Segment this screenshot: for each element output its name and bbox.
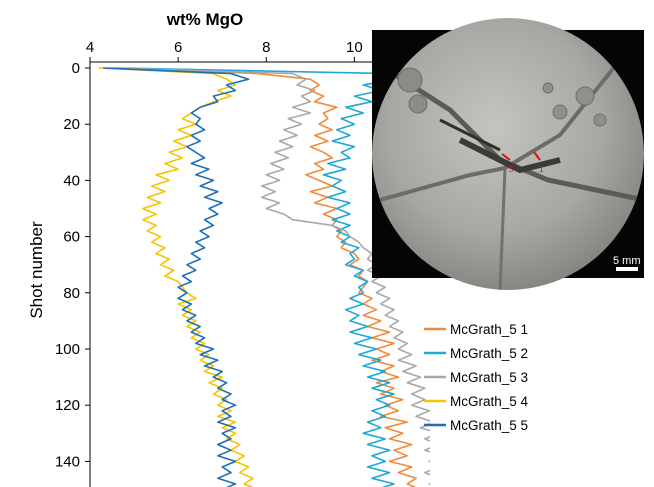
series-line-3 xyxy=(107,67,430,486)
y-tick-label: 40 xyxy=(63,172,80,189)
laser-marker-arrow xyxy=(533,151,541,161)
y-tick-label: 60 xyxy=(63,229,80,246)
pebble xyxy=(397,67,423,93)
series-line-2 xyxy=(116,67,400,487)
legend-label-3: McGrath_5 3 xyxy=(450,370,528,385)
laser-marker-arrow xyxy=(501,153,511,161)
sample-photo-inset: 5 1 5 mm xyxy=(372,18,644,290)
marker-label-1: 1 xyxy=(539,165,544,174)
photo-crack xyxy=(498,169,507,290)
series-line-5 xyxy=(103,67,250,487)
legend: McGrath_5 1 McGrath_5 2 McGrath_5 3 McGrath… xyxy=(424,322,529,433)
x-tick-label: 4 xyxy=(86,39,94,56)
series-line-4 xyxy=(98,67,254,487)
y-tick-label: 140 xyxy=(55,453,80,470)
photo-crack xyxy=(379,58,622,202)
scale-bar-label: 5 mm xyxy=(613,255,641,267)
sample-photo xyxy=(372,18,644,290)
pebble xyxy=(552,104,568,120)
x-axis-ticks: 4 6 8 10 xyxy=(86,39,363,62)
y-tick-label: 0 xyxy=(72,60,80,77)
pebble xyxy=(593,113,607,127)
chart-title: wt% MgO xyxy=(166,10,244,29)
series-layer xyxy=(98,67,430,487)
y-tick-label: 20 xyxy=(63,116,80,133)
x-tick-label: 10 xyxy=(346,39,363,56)
series-line-1 xyxy=(111,67,417,487)
photo-crack xyxy=(439,118,501,152)
pebble xyxy=(575,86,595,106)
y-axis-label: Shot number xyxy=(27,221,46,319)
y-tick-label: 80 xyxy=(63,285,80,302)
legend-label-5: McGrath_5 5 xyxy=(450,418,528,433)
pebble xyxy=(408,94,428,114)
legend-label-2: McGrath_5 2 xyxy=(450,346,528,361)
y-axis-ticks: 0 20 40 60 80 100 120 140 xyxy=(55,60,90,470)
scale-bar xyxy=(616,267,638,271)
y-tick-label: 120 xyxy=(55,397,80,414)
y-tick-label: 100 xyxy=(55,341,80,358)
x-tick-label: 6 xyxy=(174,39,182,56)
pebble xyxy=(542,82,554,94)
photo-crack xyxy=(458,137,561,174)
marker-label-5: 5 xyxy=(509,165,514,174)
legend-label-4: McGrath_5 4 xyxy=(450,394,529,409)
legend-label-1: McGrath_5 1 xyxy=(450,322,528,337)
x-tick-label: 8 xyxy=(262,39,270,56)
